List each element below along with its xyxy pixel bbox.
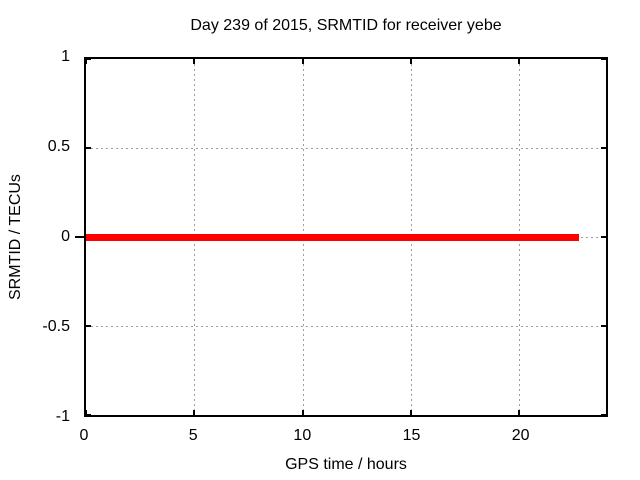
- y-tick-left--0.5: [86, 325, 91, 327]
- x-tick-label-15: 15: [402, 427, 421, 444]
- x-tick-label-20: 20: [511, 427, 530, 444]
- y-tick-right-0: [601, 236, 606, 238]
- y-tick-right--1: [601, 414, 606, 416]
- gridline-y--0.5: [86, 326, 606, 327]
- x-tick-bottom-15: [410, 410, 412, 415]
- y-zero-outer-tick: [75, 236, 84, 238]
- y-tick-right-1: [601, 58, 606, 60]
- y-tick-left--1: [86, 414, 91, 416]
- y-tick-label--1: -1: [55, 408, 70, 425]
- x-tick-bottom-10: [301, 410, 304, 415]
- x-tick-top-15: [410, 59, 412, 64]
- x-tick-label-0: 0: [79, 427, 89, 444]
- x-tick-label-5: 5: [188, 427, 198, 444]
- y-tick-left-1: [86, 58, 91, 60]
- x-tick-bottom-20: [518, 410, 521, 415]
- x-tick-top-10: [301, 59, 304, 64]
- x-tick-top-5: [193, 59, 196, 64]
- x-tick-label-10: 10: [293, 427, 312, 444]
- y-tick-label-0.5: 0.5: [47, 138, 70, 155]
- x-tick-top-20: [518, 59, 521, 64]
- y-tick-right-0.5: [601, 147, 606, 149]
- x-axis-label: GPS time / hours: [285, 456, 407, 473]
- y-tick-right--0.5: [601, 325, 606, 327]
- plot-area: [84, 57, 608, 417]
- series-srmtid: [86, 233, 579, 241]
- y-tick-label-1: 1: [61, 48, 70, 65]
- y-tick-label--0.5: -0.5: [42, 318, 70, 335]
- gridline-y-0.5: [86, 148, 606, 149]
- y-tick-left-0.5: [86, 147, 91, 149]
- x-tick-bottom-5: [193, 410, 196, 415]
- x-tick-bottom-0: [85, 410, 87, 415]
- chart-title: Day 239 of 2015, SRMTID for receiver yeb…: [190, 17, 502, 34]
- x-tick-top-0: [85, 59, 87, 64]
- y-tick-label-0: 0: [61, 228, 70, 245]
